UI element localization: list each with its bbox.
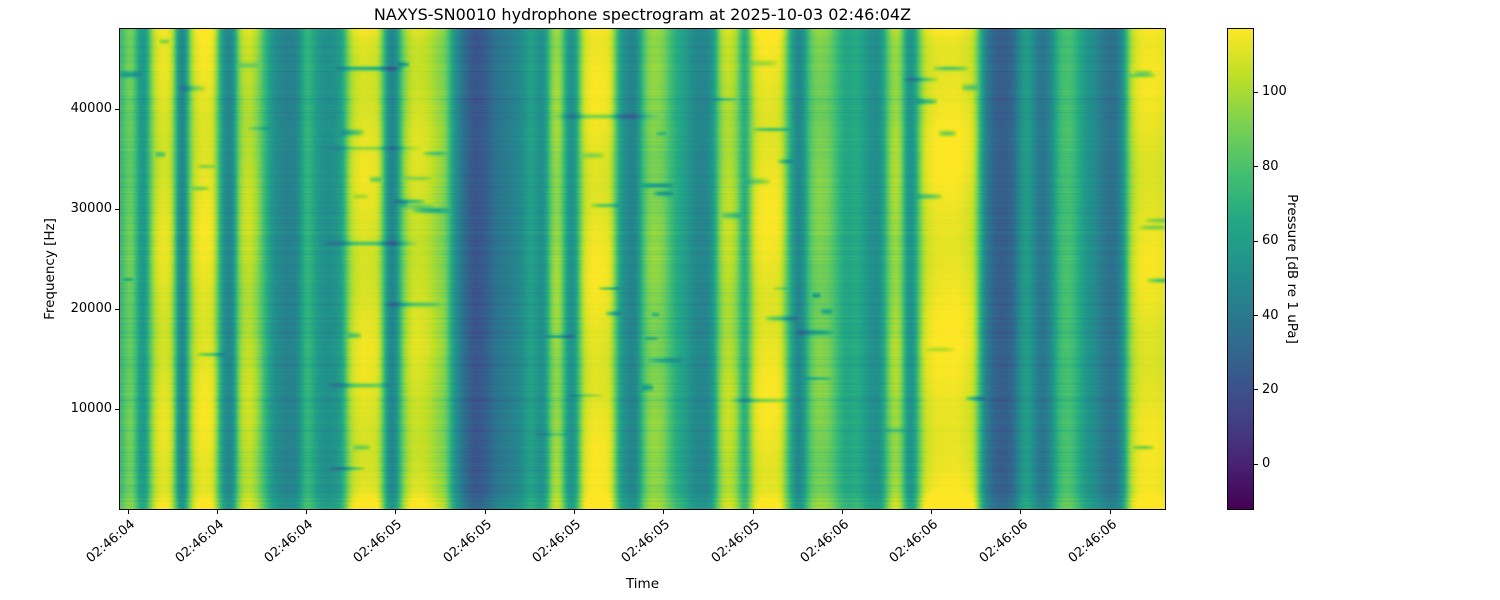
colorbar-gradient [1228, 29, 1253, 509]
colorbar-tick-label: 80 [1262, 158, 1279, 174]
x-tick-mark [127, 510, 129, 514]
colorbar-tick-label: 100 [1262, 84, 1287, 100]
y-tick-label: 30000 [70, 201, 112, 216]
colorbar-tick-label: 0 [1262, 456, 1271, 472]
x-axis-label: Time [625, 576, 660, 592]
x-tick-mark [573, 510, 575, 514]
colorbar-tick-label: 20 [1262, 381, 1279, 397]
x-tick-mark [663, 510, 665, 514]
x-tick-mark [841, 510, 843, 514]
x-tick-label-text: 02:46:06 [1065, 517, 1120, 567]
x-tick-mark [1020, 510, 1022, 514]
y-tick-mark [115, 108, 119, 110]
x-tick-label: 02:46:06 [1000, 517, 1120, 566]
x-tick-mark [484, 510, 486, 514]
colorbar-tick-mark [1254, 91, 1258, 93]
colorbar-tick-mark [1254, 315, 1258, 316]
x-tick-mark [306, 510, 308, 514]
x-tick-mark [752, 510, 754, 514]
y-tick-mark [115, 308, 119, 310]
colorbar-tick-label: 60 [1262, 233, 1279, 249]
x-tick-mark [395, 510, 397, 514]
colorbar-tick-mark [1254, 240, 1258, 242]
spectrogram-heatmap [120, 29, 1165, 509]
y-tick-label: 40000 [70, 101, 112, 116]
colorbar-tick-mark [1254, 463, 1258, 465]
x-tick-mark [216, 510, 218, 514]
colorbar-tick-label: 40 [1262, 307, 1279, 323]
y-tick-mark [115, 408, 119, 410]
colorbar-label: Pressure [dB re 1 uPa] [1284, 194, 1300, 344]
x-tick-mark [1109, 510, 1111, 514]
y-tick-label: 20000 [70, 301, 112, 316]
y-tick-label: 10000 [70, 401, 112, 416]
plot-title: NAXYS-SN0010 hydrophone spectrogram at 2… [373, 5, 912, 24]
y-tick-mark [115, 208, 119, 210]
colorbar-tick-mark [1254, 389, 1258, 391]
colorbar-tick-mark [1254, 166, 1258, 168]
x-tick-mark [931, 510, 933, 514]
